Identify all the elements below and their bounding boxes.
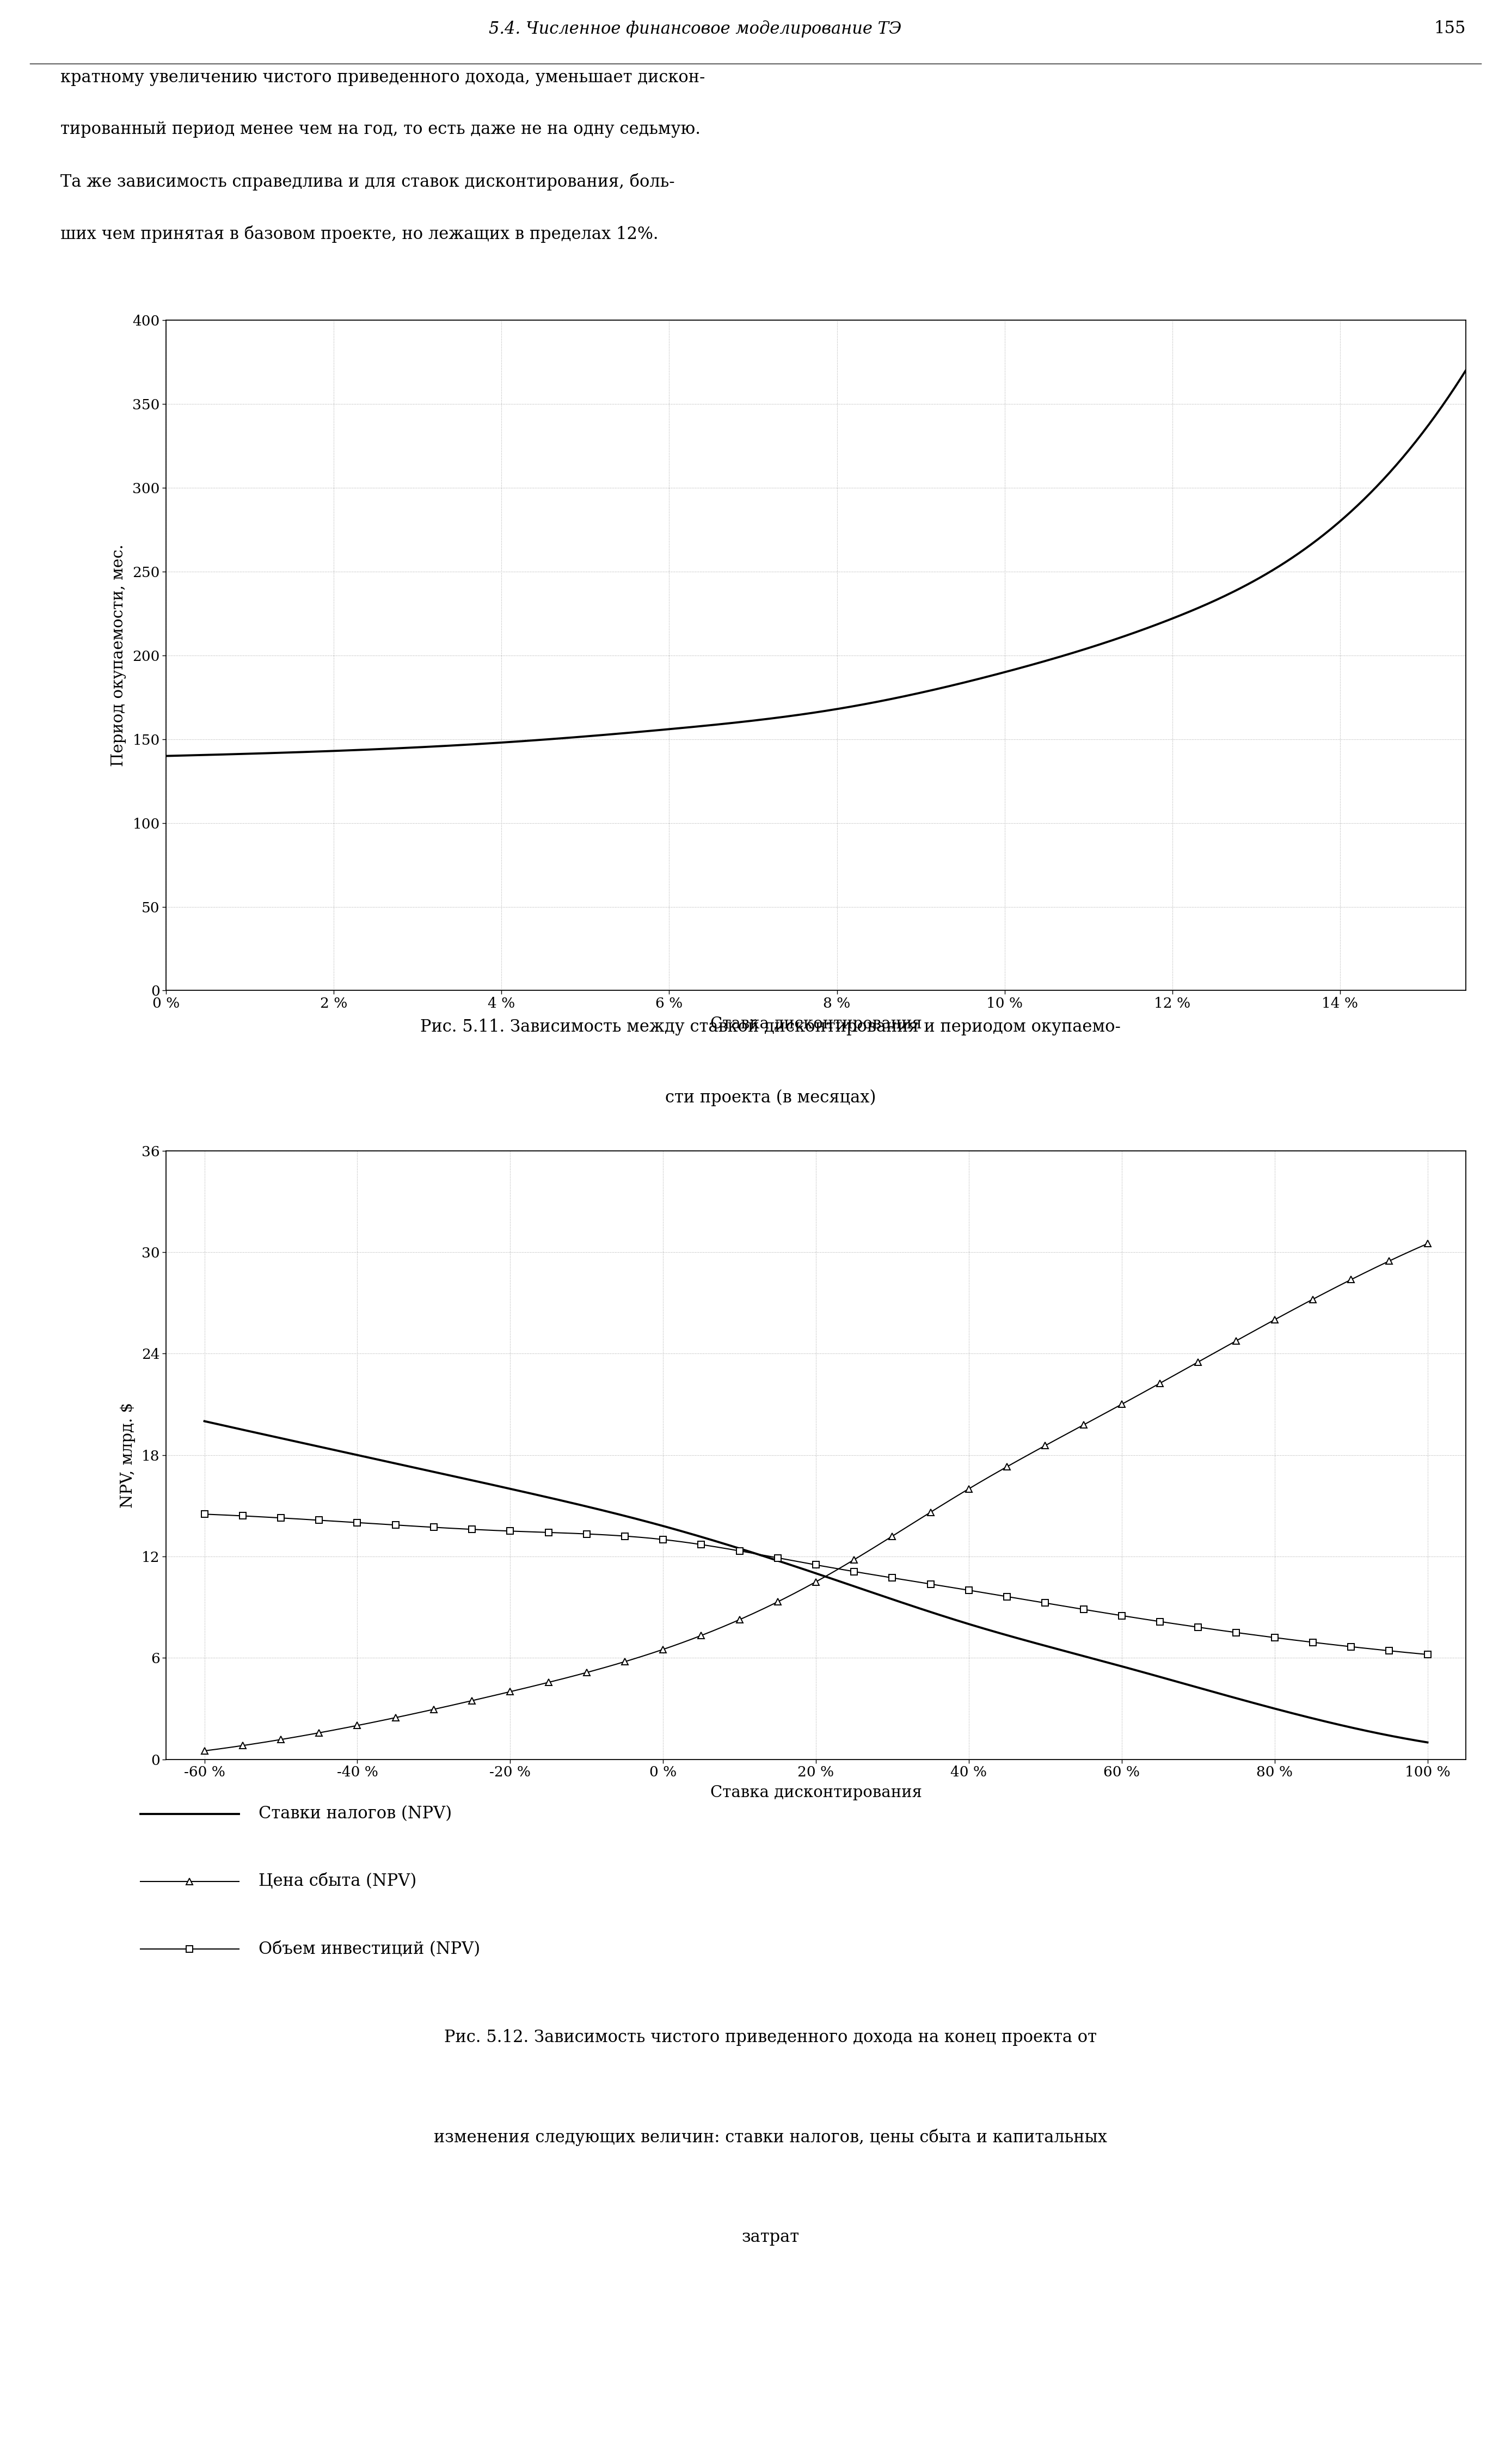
X-axis label: Ставка дисконтирования: Ставка дисконтирования: [710, 1786, 922, 1801]
Text: Ставки налогов (NPV): Ставки налогов (NPV): [258, 1806, 452, 1823]
Y-axis label: Период окупаемости, мес.: Период окупаемости, мес.: [112, 545, 127, 766]
X-axis label: Ставка дисконтирования: Ставка дисконтирования: [710, 1018, 922, 1032]
Text: 5.4. Численное финансовое моделирование ТЭ: 5.4. Численное финансовое моделирование …: [488, 20, 902, 37]
Text: сти проекта (в месяцах): сти проекта (в месяцах): [665, 1089, 876, 1106]
Y-axis label: NPV, млрд. $: NPV, млрд. $: [121, 1402, 136, 1508]
Text: Цена сбыта (NPV): Цена сбыта (NPV): [258, 1873, 417, 1890]
Text: Рис. 5.11. Зависимость между ставкой дисконтирования и периодом окупаемо-: Рис. 5.11. Зависимость между ставкой дис…: [420, 1018, 1121, 1035]
Text: Рис. 5.12. Зависимость чистого приведенного дохода на конец проекта от: Рис. 5.12. Зависимость чистого приведенн…: [444, 2030, 1097, 2045]
Text: 155: 155: [1434, 20, 1466, 37]
Text: изменения следующих величин: ставки налогов, цены сбыта и капитальных: изменения следующих величин: ставки нало…: [434, 2129, 1108, 2146]
Text: тированный период менее чем на год, то есть даже не на одну седьмую.: тированный период менее чем на год, то е…: [60, 121, 701, 138]
Text: затрат: затрат: [742, 2227, 799, 2245]
Text: ших чем принятая в базовом проекте, но лежащих в пределах 12%.: ших чем принятая в базовом проекте, но л…: [60, 224, 659, 244]
Text: Объем инвестиций (NPV): Объем инвестиций (NPV): [258, 1939, 480, 1956]
Text: кратному увеличению чистого приведенного дохода, уменьшает дискон-: кратному увеличению чистого приведенного…: [60, 69, 706, 86]
Text: Та же зависимость справедлива и для ставок дисконтирования, боль-: Та же зависимость справедлива и для став…: [60, 172, 675, 190]
